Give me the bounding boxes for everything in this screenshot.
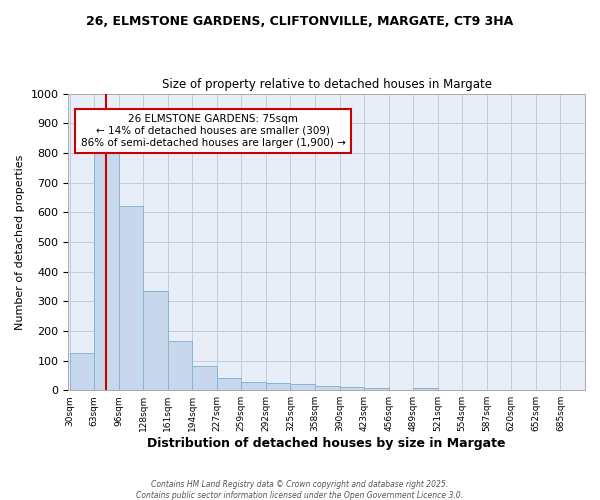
Text: 26 ELMSTONE GARDENS: 75sqm
← 14% of detached houses are smaller (309)
86% of sem: 26 ELMSTONE GARDENS: 75sqm ← 14% of deta…: [80, 114, 346, 148]
Bar: [315, 386, 340, 390]
Text: 26, ELMSTONE GARDENS, CLIFTONVILLE, MARGATE, CT9 3HA: 26, ELMSTONE GARDENS, CLIFTONVILLE, MARG…: [86, 15, 514, 28]
Bar: [290, 384, 315, 390]
Text: Contains HM Land Registry data © Crown copyright and database right 2025.
Contai: Contains HM Land Registry data © Crown c…: [137, 480, 464, 500]
Bar: [241, 382, 266, 390]
Bar: [119, 206, 143, 390]
Title: Size of property relative to detached houses in Margate: Size of property relative to detached ho…: [161, 78, 491, 91]
Bar: [167, 342, 192, 390]
X-axis label: Distribution of detached houses by size in Margate: Distribution of detached houses by size …: [148, 437, 506, 450]
Bar: [266, 383, 290, 390]
Bar: [413, 388, 438, 390]
Bar: [70, 353, 94, 390]
Y-axis label: Number of detached properties: Number of detached properties: [15, 154, 25, 330]
Bar: [340, 387, 364, 390]
Bar: [94, 153, 119, 390]
Bar: [364, 388, 389, 390]
Bar: [192, 366, 217, 390]
Bar: [143, 291, 167, 390]
Bar: [217, 378, 241, 390]
